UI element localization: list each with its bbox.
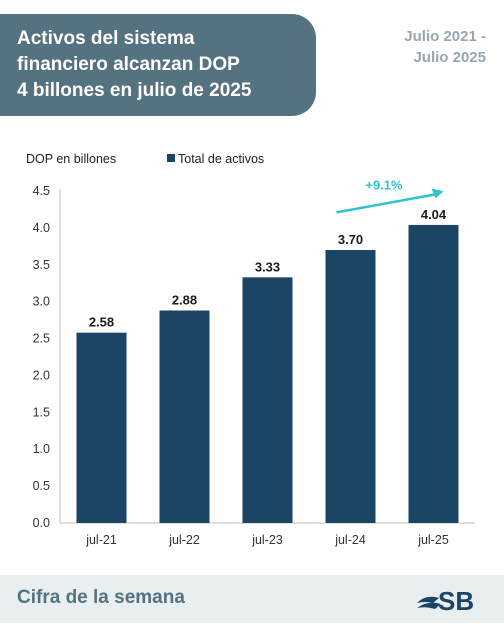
x-tick-label: jul-21 [85,533,117,547]
data-label: 4.04 [421,207,447,222]
data-label: 2.88 [172,293,197,308]
bar-jul-25 [408,224,459,523]
title-line-2: financiero alcanzan DOP [17,54,240,75]
growth-arrow-line [336,193,436,214]
logo-text: SB [438,586,474,615]
x-tick-label: jul-25 [417,533,449,547]
unit-label: DOP en billones [26,152,116,166]
y-tick-label: 1.0 [33,442,50,456]
bar-jul-23 [242,277,293,523]
bar-jul-22 [159,310,210,523]
y-tick-label: 0.5 [33,479,50,493]
footer-label: Cifra de la semana [17,587,185,608]
data-label: 3.70 [338,232,363,247]
y-tick-label: 3.5 [33,258,50,272]
data-label: 2.58 [89,315,114,330]
growth-label: +9.1% [365,177,403,192]
bar-jul-24 [325,250,376,523]
bar-jul-21 [76,332,127,523]
y-tick-label: 1.5 [33,405,50,419]
legend-label: Total de activos [178,152,264,166]
legend-swatch [167,154,175,162]
data-label: 3.33 [255,259,280,274]
x-tick-label: jul-22 [168,533,200,547]
y-tick-label: 0.0 [33,516,50,530]
title-line-1: Activos del sistema [17,28,195,49]
title-banner: Activos del sistema financiero alcanzan … [0,14,316,116]
footer-bar: Cifra de la semana SB [0,575,504,623]
x-tick-label: jul-24 [334,533,366,547]
period-label: Julio 2021 - Julio 2025 [404,26,486,68]
growth-arrow-head [431,188,444,199]
y-tick-label: 4.0 [33,221,50,235]
period-line-1: Julio 2021 - [404,28,486,45]
y-tick-label: 2.5 [33,332,50,346]
y-tick-label: 3.0 [33,295,50,309]
y-tick-label: 4.5 [33,184,50,198]
y-tick-label: 2.0 [33,368,50,382]
x-tick-label: jul-23 [251,533,283,547]
title-line-3: 4 billones en julio de 2025 [17,80,252,101]
sb-logo: SB [417,586,474,615]
bar-chart: DOP en billones Total de activos 0.0 0.5 1… [26,152,475,547]
period-line-2: Julio 2025 [413,49,486,66]
